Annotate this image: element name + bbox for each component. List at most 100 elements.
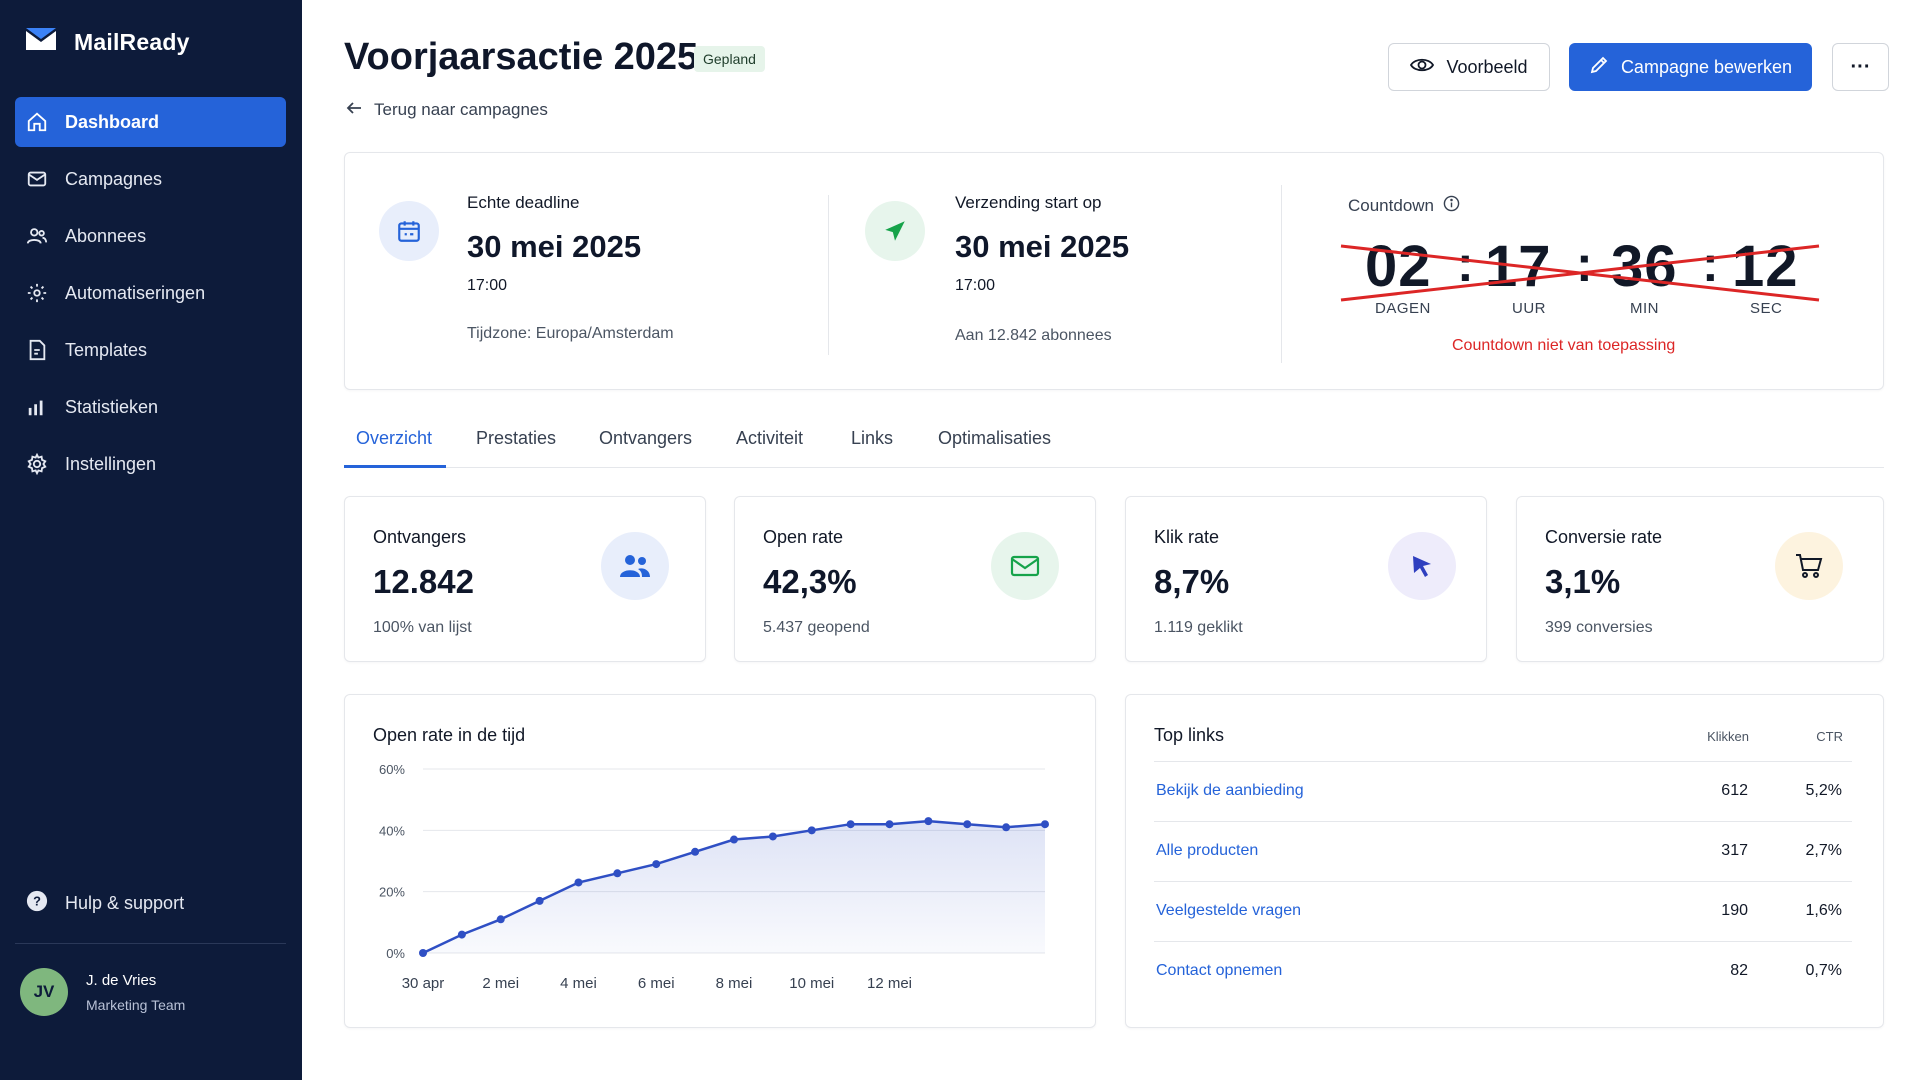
data-point: [924, 817, 933, 826]
tab-activiteit[interactable]: Activiteit: [736, 428, 804, 448]
stat-value: 42,3%: [763, 563, 857, 600]
col-header-clicks: Klikken: [1707, 729, 1749, 744]
data-point: [535, 896, 544, 905]
data-point: [613, 869, 622, 878]
countdown-separator: :: [1702, 236, 1719, 292]
sidebar-item-instellingen[interactable]: Instellingen: [15, 439, 286, 489]
sidebar-item-campagnes[interactable]: Campagnes: [15, 154, 286, 204]
tab-prestaties[interactable]: Prestaties: [476, 428, 557, 448]
sidebar-item-label: Templates: [65, 339, 148, 360]
back-to-campaigns-link[interactable]: Terug naar campagnes: [346, 100, 548, 120]
col-header-ctr: CTR: [1816, 729, 1843, 744]
divider: [1281, 185, 1282, 363]
preview-label: Voorbeeld: [1446, 56, 1528, 77]
link-contact-opnemen[interactable]: Contact opnemen: [1156, 962, 1283, 979]
y-tick-label: 40%: [379, 823, 405, 838]
sidebar-item-automatiseringen[interactable]: Automatiseringen: [15, 268, 286, 318]
sidebar-item-abonnees[interactable]: Abonnees: [15, 211, 286, 261]
help-support-link[interactable]: ? Hulp & support: [26, 890, 184, 917]
data-point: [768, 832, 777, 841]
template-icon: [26, 339, 48, 361]
x-tick-label: 30 apr: [402, 975, 445, 992]
stat-sub: 5.437 geopend: [763, 619, 870, 636]
stat-label: Open rate: [763, 527, 844, 547]
back-label: Terug naar campagnes: [374, 100, 548, 119]
more-dots-icon: ···: [1850, 55, 1871, 78]
app-name: MailReady: [74, 29, 190, 55]
sidebar-item-templates[interactable]: Templates: [15, 325, 286, 375]
pencil-icon: [1589, 55, 1609, 80]
stat-sub: 399 conversies: [1545, 619, 1653, 636]
data-point: [496, 915, 505, 924]
more-options-button[interactable]: ···: [1832, 43, 1889, 91]
open-rate-chart-panel: Open rate in de tijd 60% 40% 20% 0% 30 apr 2 …: [344, 694, 1096, 1028]
tab-ontvangers[interactable]: Ontvangers: [599, 428, 693, 448]
sending-time: 17:00: [955, 277, 996, 294]
sidebar-nav: Dashboard Campagnes Abonnees Automatiser…: [15, 97, 286, 496]
active-tab-indicator: [344, 465, 446, 468]
x-tick-label: 4 mei: [560, 975, 597, 992]
preview-button[interactable]: Voorbeeld: [1388, 43, 1550, 91]
divider: [828, 195, 829, 355]
user-profile[interactable]: JV J. de Vries Marketing Team: [20, 968, 185, 1016]
data-point: [730, 835, 738, 844]
deadline-time: 17:00: [467, 277, 508, 294]
y-tick-label: 60%: [379, 762, 405, 777]
table-row: Bekijk de aanbieding 612 5,2%: [1154, 761, 1852, 821]
cursor-icon: [1388, 532, 1456, 600]
data-point: [419, 949, 427, 957]
info-icon[interactable]: [1443, 195, 1460, 217]
countdown-seconds: 12: [1732, 234, 1799, 299]
stat-label: Ontvangers: [373, 527, 467, 547]
countdown-strikethrough: [1340, 244, 1820, 302]
brand[interactable]: MailReady: [26, 28, 190, 57]
mail-logo-icon: [26, 28, 56, 57]
stat-label: Conversie rate: [1545, 527, 1663, 547]
help-label: Hulp & support: [65, 893, 185, 913]
link-clicks: 190: [1721, 902, 1748, 919]
sidebar-item-label: Automatiseringen: [65, 282, 206, 303]
edit-campaign-button[interactable]: Campagne bewerken: [1569, 43, 1812, 91]
sending-date: 30 mei 2025: [955, 229, 1130, 264]
user-name: J. de Vries: [86, 971, 157, 989]
open-rate-chart: 60% 40% 20% 0% 30 apr 2 mei 4 mei 6 mei 8 mei 10 …: [379, 762, 1049, 992]
link-veelgestelde-vragen[interactable]: Veelgestelde vragen: [1156, 902, 1301, 919]
x-tick-label: 6 mei: [638, 975, 675, 992]
sidebar-item-statistieken[interactable]: Statistieken: [15, 382, 286, 432]
countdown-unit-days: DAGEN: [1375, 300, 1431, 317]
tab-overzicht[interactable]: Overzicht: [356, 428, 433, 448]
stat-value: 3,1%: [1545, 563, 1621, 600]
calendar-icon: [379, 201, 439, 261]
stat-sub: 1.119 geklikt: [1154, 619, 1243, 636]
table-row: Veelgestelde vragen 190 1,6%: [1154, 881, 1852, 941]
link-ctr: 1,6%: [1805, 902, 1842, 919]
link-bekijk-de-aanbieding[interactable]: Bekijk de aanbieding: [1156, 782, 1304, 799]
link-alle-producten[interactable]: Alle producten: [1156, 842, 1259, 859]
data-point: [807, 826, 816, 835]
link-clicks: 82: [1730, 962, 1748, 979]
data-point: [846, 820, 855, 829]
countdown-unit-minutes: MIN: [1630, 300, 1659, 317]
deadline-date: 30 mei 2025: [467, 229, 642, 264]
countdown-label: Countdown: [1348, 196, 1435, 215]
top-links-panel: Top links Klikken CTR Bekijk de aanbiedi…: [1125, 694, 1884, 1028]
sending-audience: Aan 12.842 abonnees: [955, 327, 1112, 344]
x-tick-label: 10 mei: [789, 975, 834, 992]
series-area: [423, 821, 1045, 953]
sidebar-item-label: Instellingen: [65, 453, 157, 474]
home-icon: [26, 111, 48, 133]
users-icon: [26, 225, 48, 247]
sidebar-item-dashboard[interactable]: Dashboard: [15, 97, 286, 147]
automation-icon: [26, 282, 48, 304]
stat-card-recipients: Ontvangers 12.842 100% van lijst: [344, 496, 706, 662]
countdown-unit-hours: UUR: [1512, 300, 1546, 317]
tab-optimalisaties[interactable]: Optimalisaties: [938, 428, 1052, 448]
x-tick-label: 2 mei: [482, 975, 519, 992]
stat-card-open-rate: Open rate 42,3% 5.437 geopend: [734, 496, 1096, 662]
cart-icon: [1775, 532, 1843, 600]
y-tick-label: 0%: [386, 946, 405, 961]
data-point: [1002, 823, 1011, 832]
sidebar-item-label: Campagnes: [65, 168, 163, 189]
y-tick-label: 20%: [379, 885, 405, 900]
tab-links[interactable]: Links: [851, 428, 894, 448]
